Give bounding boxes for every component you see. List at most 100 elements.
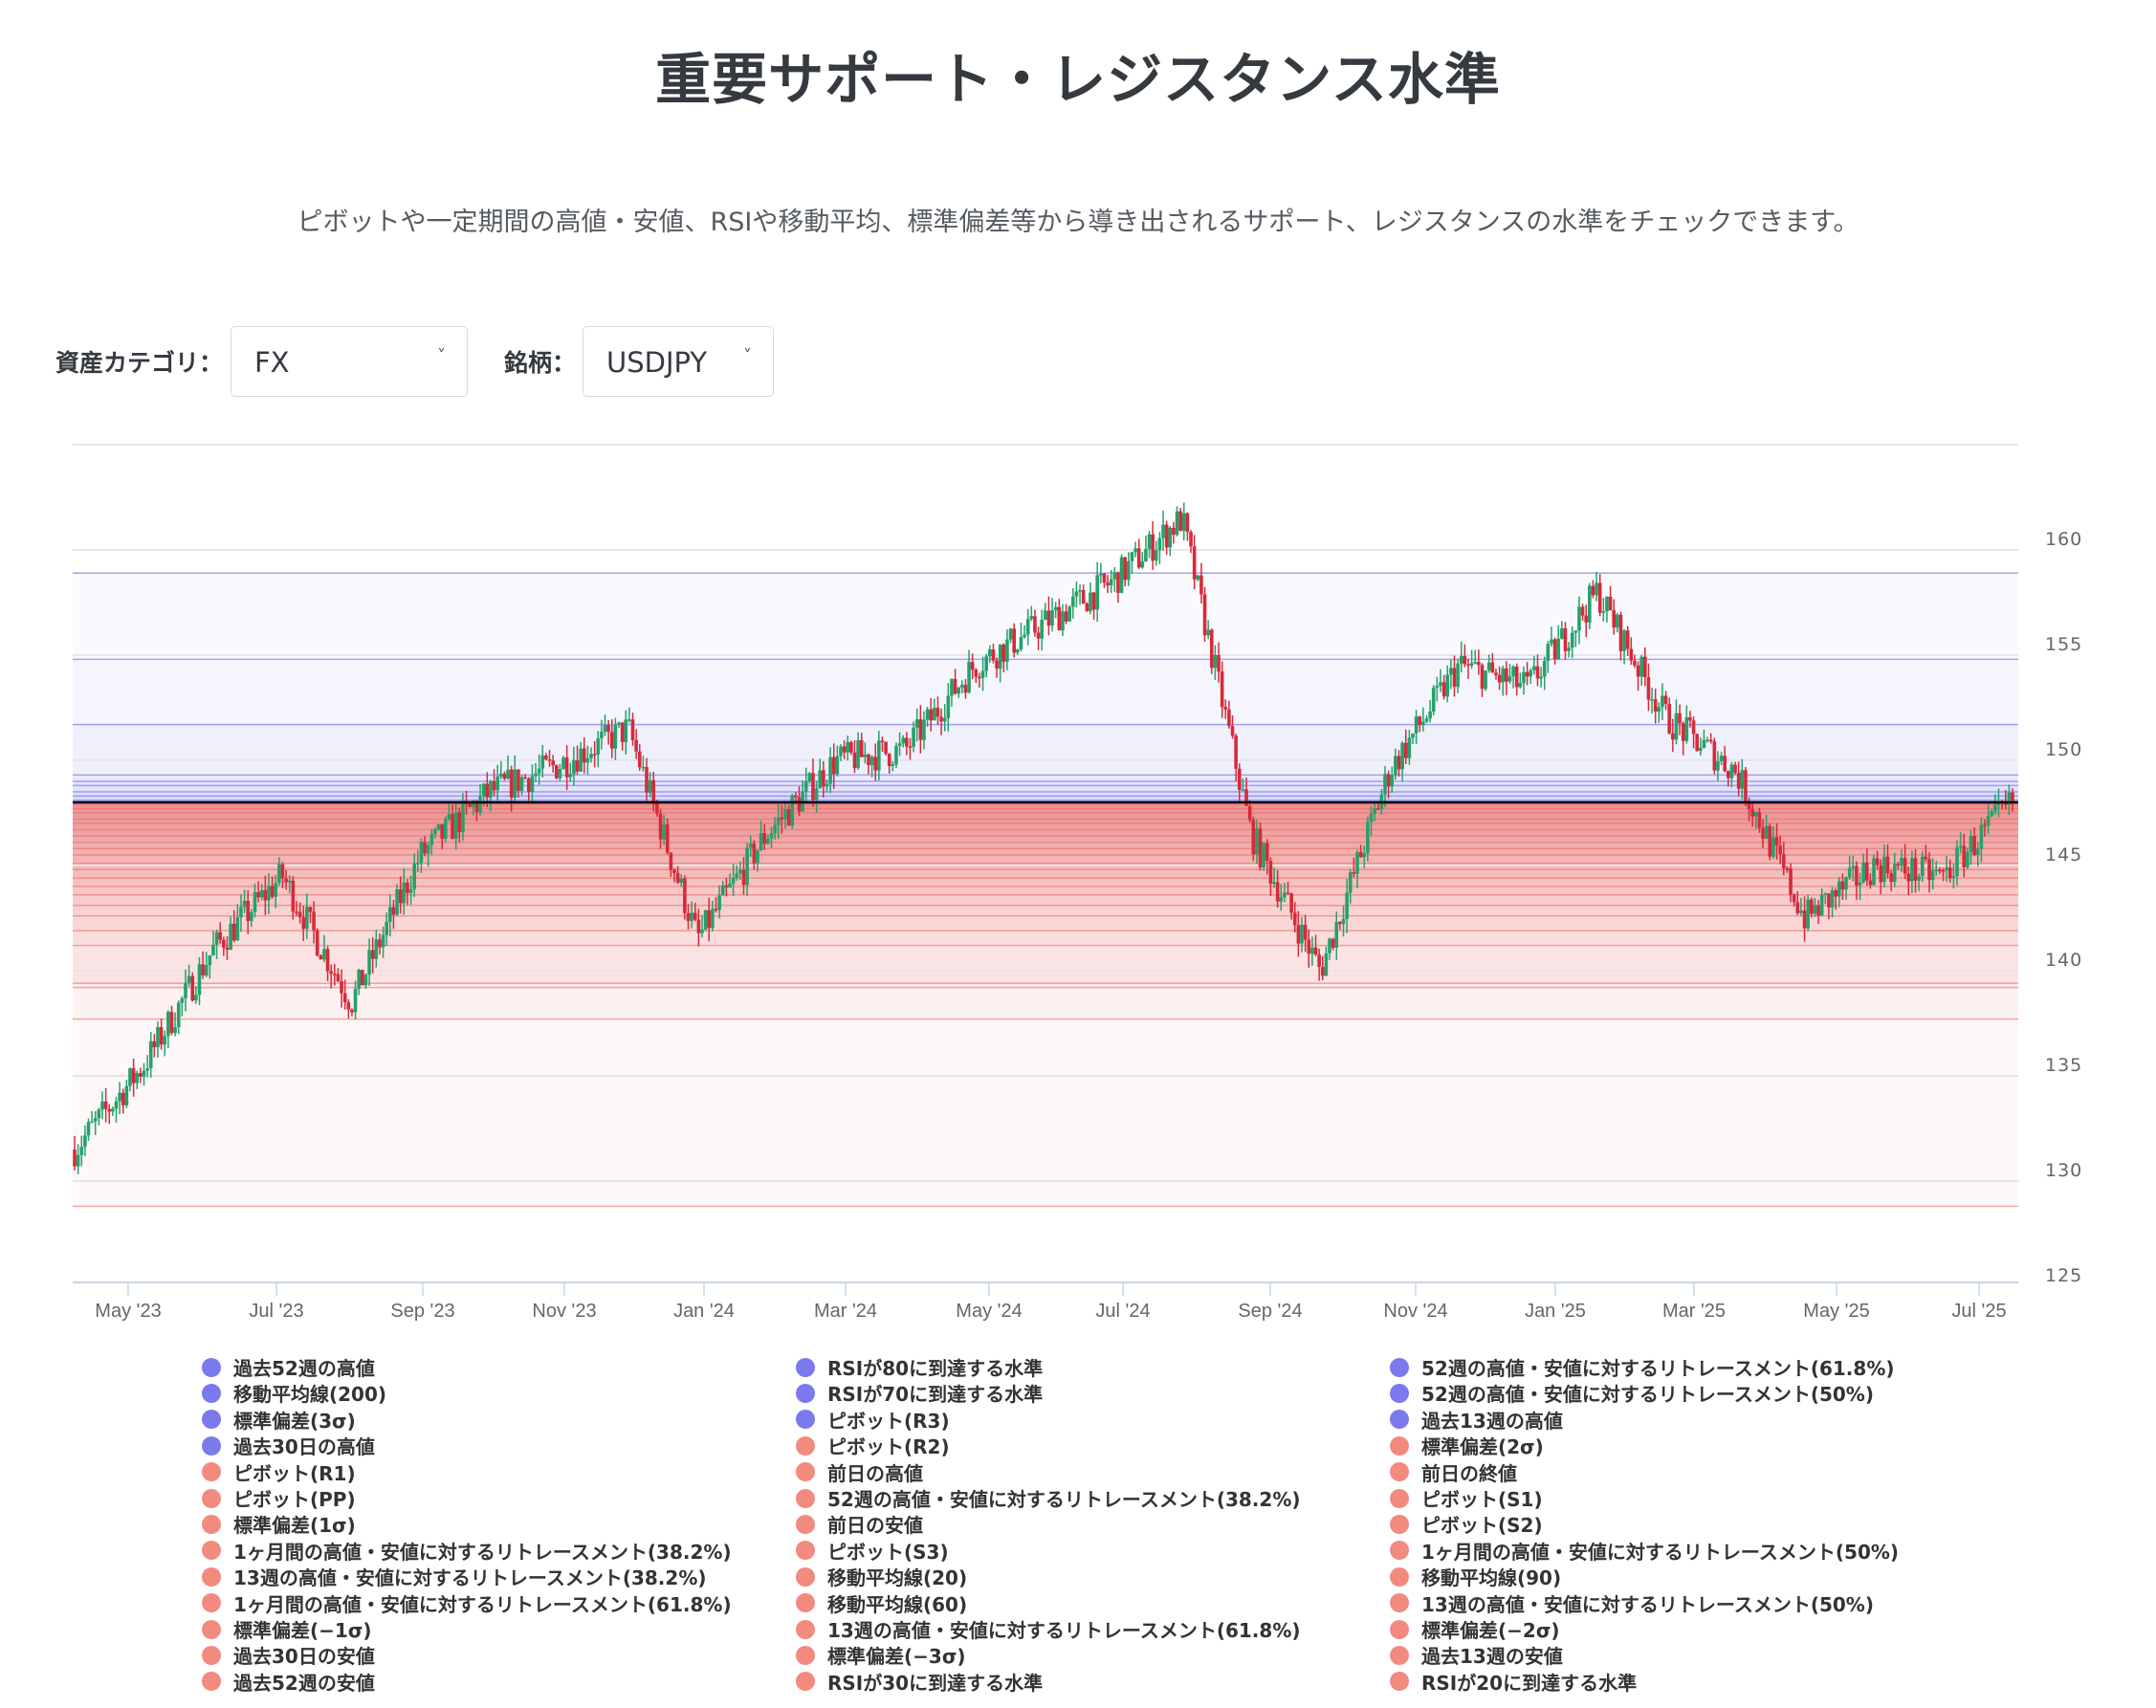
legend-label: 52週の高値・安値に対するリトレースメント(38.2%) xyxy=(827,1488,1301,1511)
support-marker-icon xyxy=(202,1593,221,1613)
resistance-marker-icon xyxy=(202,1435,221,1456)
legend-item[interactable]: 過去52週の安値 xyxy=(202,1669,375,1695)
x-tick-label: Jan '25 xyxy=(1525,1301,1586,1322)
x-tick-label: May '25 xyxy=(1803,1301,1869,1322)
legend-item[interactable]: ピボット(S2) xyxy=(1390,1511,1543,1537)
y-tick-label: 160 xyxy=(2045,529,2082,550)
symbol-label: 銘柄： xyxy=(504,349,577,377)
legend-label: 過去52週の安値 xyxy=(233,1671,375,1695)
x-tick-label: Sep '23 xyxy=(390,1301,454,1322)
legend-item[interactable]: ピボット(S3) xyxy=(796,1538,949,1564)
legend-label: 標準偏差(−2σ) xyxy=(1421,1619,1560,1642)
legend-item[interactable]: 前日の終値 xyxy=(1390,1459,1517,1485)
legend-item[interactable]: RSIが30に到達する水準 xyxy=(796,1669,1043,1695)
resistance-marker-icon xyxy=(796,1383,815,1403)
legend-item[interactable]: ピボット(R3) xyxy=(796,1407,950,1433)
legend-item[interactable]: RSIが20に到達する水準 xyxy=(1390,1669,1637,1695)
x-tick-label: Jan '24 xyxy=(673,1301,735,1322)
legend-item[interactable]: 標準偏差(−1σ) xyxy=(202,1616,372,1642)
legend-item[interactable]: 過去52週の高値 xyxy=(202,1354,375,1380)
legend-item[interactable]: 前日の高値 xyxy=(796,1459,923,1485)
legend-item[interactable]: ピボット(R2) xyxy=(796,1433,950,1458)
legend-label: ピボット(R2) xyxy=(827,1435,950,1459)
legend-item[interactable]: ピボット(PP) xyxy=(202,1485,356,1511)
legend-item[interactable]: 52週の高値・安値に対するリトレースメント(38.2%) xyxy=(796,1485,1301,1511)
legend-item[interactable]: RSIが70に到達する水準 xyxy=(796,1380,1043,1406)
legend-label: ピボット(S3) xyxy=(827,1540,949,1564)
resistance-marker-icon xyxy=(202,1410,221,1430)
support-marker-icon xyxy=(202,1672,221,1692)
chevron-down-icon: ˅ xyxy=(743,346,752,366)
legend-label: 52週の高値・安値に対するリトレースメント(50%) xyxy=(1421,1383,1874,1407)
asset-category-label: 資産カテゴリ： xyxy=(55,349,224,377)
x-tick-label: Nov '24 xyxy=(1383,1301,1447,1322)
legend-item[interactable]: 前日の安値 xyxy=(796,1511,923,1537)
support-marker-icon xyxy=(1390,1645,1409,1665)
legend-item[interactable]: ピボット(S1) xyxy=(1390,1485,1543,1511)
y-tick-label: 145 xyxy=(2045,844,2082,865)
legend-label: 標準偏差(−1σ) xyxy=(233,1619,372,1642)
x-tick-label: Nov '23 xyxy=(532,1301,596,1322)
legend-item[interactable]: 1ヶ月間の高値・安値に対するリトレースメント(50%) xyxy=(1390,1538,1899,1564)
support-marker-icon xyxy=(202,1488,221,1508)
x-tick-label: May '23 xyxy=(95,1301,161,1322)
legend-item[interactable]: 移動平均線(200) xyxy=(202,1380,386,1406)
legend-item[interactable]: 標準偏差(−2σ) xyxy=(1390,1616,1560,1642)
asset-category-select[interactable]: FX ˅ xyxy=(231,326,468,397)
y-tick-label: 155 xyxy=(2045,634,2082,655)
y-tick-label: 125 xyxy=(2045,1265,2082,1286)
level-bands xyxy=(73,573,2018,1207)
legend-item[interactable]: 過去13週の安値 xyxy=(1390,1642,1563,1668)
legend-item[interactable]: 過去13週の高値 xyxy=(1390,1407,1563,1433)
legend-label: 13週の高値・安値に対するリトレースメント(38.2%) xyxy=(233,1566,707,1590)
legend-item[interactable]: ピボット(R1) xyxy=(202,1459,356,1485)
legend-item[interactable]: 13週の高値・安値に対するリトレースメント(38.2%) xyxy=(202,1564,707,1589)
legend-label: 13週の高値・安値に対するリトレースメント(50%) xyxy=(1421,1592,1874,1616)
legend-item[interactable]: 1ヶ月間の高値・安値に対するリトレースメント(38.2%) xyxy=(202,1538,732,1564)
x-tick-label: Jul '23 xyxy=(249,1301,303,1322)
resistance-marker-icon xyxy=(1390,1357,1409,1377)
gridlines xyxy=(73,444,2018,1182)
price-candles xyxy=(73,502,2014,1174)
legend-item[interactable]: 過去30日の安値 xyxy=(202,1642,375,1668)
legend-label: RSIが80に到達する水準 xyxy=(827,1357,1044,1380)
x-axis: May '23 Jul '23 Sep '23 Nov '23 Jan '24 Mar '… xyxy=(73,1281,2018,1322)
support-marker-icon xyxy=(202,1541,221,1561)
support-marker-icon xyxy=(1390,1672,1409,1692)
legend-label: 標準偏差(−3σ) xyxy=(827,1645,966,1669)
symbol-select[interactable]: USDJPY ˅ xyxy=(583,326,774,397)
legend-label: 過去13週の安値 xyxy=(1421,1645,1563,1669)
support-marker-icon xyxy=(202,1566,221,1587)
legend-label: 1ヶ月間の高値・安値に対するリトレースメント(50%) xyxy=(1421,1540,1900,1564)
legend-item[interactable]: 移動平均線(90) xyxy=(1390,1564,1561,1589)
y-axis: 125 130 135 140 145 150 155 160 xyxy=(2045,529,2082,1286)
support-marker-icon xyxy=(796,1541,815,1561)
legend-item[interactable]: 52週の高値・安値に対するリトレースメント(50%) xyxy=(1390,1380,1874,1406)
legend-label: 前日の終値 xyxy=(1421,1461,1517,1485)
legend-label: ピボット(S1) xyxy=(1421,1488,1543,1511)
support-marker-icon xyxy=(796,1619,815,1639)
legend-label: 1ヶ月間の高値・安値に対するリトレースメント(38.2%) xyxy=(233,1540,732,1564)
x-tick-label: May '24 xyxy=(956,1301,1022,1322)
legend-item[interactable]: 標準偏差(1σ) xyxy=(202,1511,356,1537)
legend-item[interactable]: 13週の高値・安値に対するリトレースメント(50%) xyxy=(1390,1590,1874,1616)
support-marker-icon xyxy=(1390,1462,1409,1482)
legend-item[interactable]: 1ヶ月間の高値・安値に対するリトレースメント(61.8%) xyxy=(202,1590,732,1616)
legend-item[interactable]: 標準偏差(3σ) xyxy=(202,1407,356,1433)
support-marker-icon xyxy=(202,1619,221,1639)
legend-item[interactable]: 移動平均線(60) xyxy=(796,1590,967,1616)
legend-item[interactable]: 標準偏差(2σ) xyxy=(1390,1433,1544,1458)
legend-label: 標準偏差(2σ) xyxy=(1421,1435,1544,1459)
support-marker-icon xyxy=(1390,1593,1409,1613)
legend-item[interactable]: 過去30日の高値 xyxy=(202,1433,375,1458)
legend-item[interactable]: 52週の高値・安値に対するリトレースメント(61.8%) xyxy=(1390,1354,1895,1380)
support-marker-icon xyxy=(796,1645,815,1665)
legend-item[interactable]: 移動平均線(20) xyxy=(796,1564,967,1589)
legend-label: 移動平均線(20) xyxy=(827,1566,968,1590)
support-marker-icon xyxy=(796,1566,815,1587)
legend-item[interactable]: 標準偏差(−3σ) xyxy=(796,1642,966,1668)
legend-item[interactable]: RSIが80に到達する水準 xyxy=(796,1354,1043,1380)
legend-item[interactable]: 13週の高値・安値に対するリトレースメント(61.8%) xyxy=(796,1616,1301,1642)
support-resistance-chart[interactable]: 125 130 135 140 145 150 155 160 May '23 Jul '23 S… xyxy=(0,0,2156,1358)
legend-label: ピボット(S2) xyxy=(1421,1514,1543,1538)
